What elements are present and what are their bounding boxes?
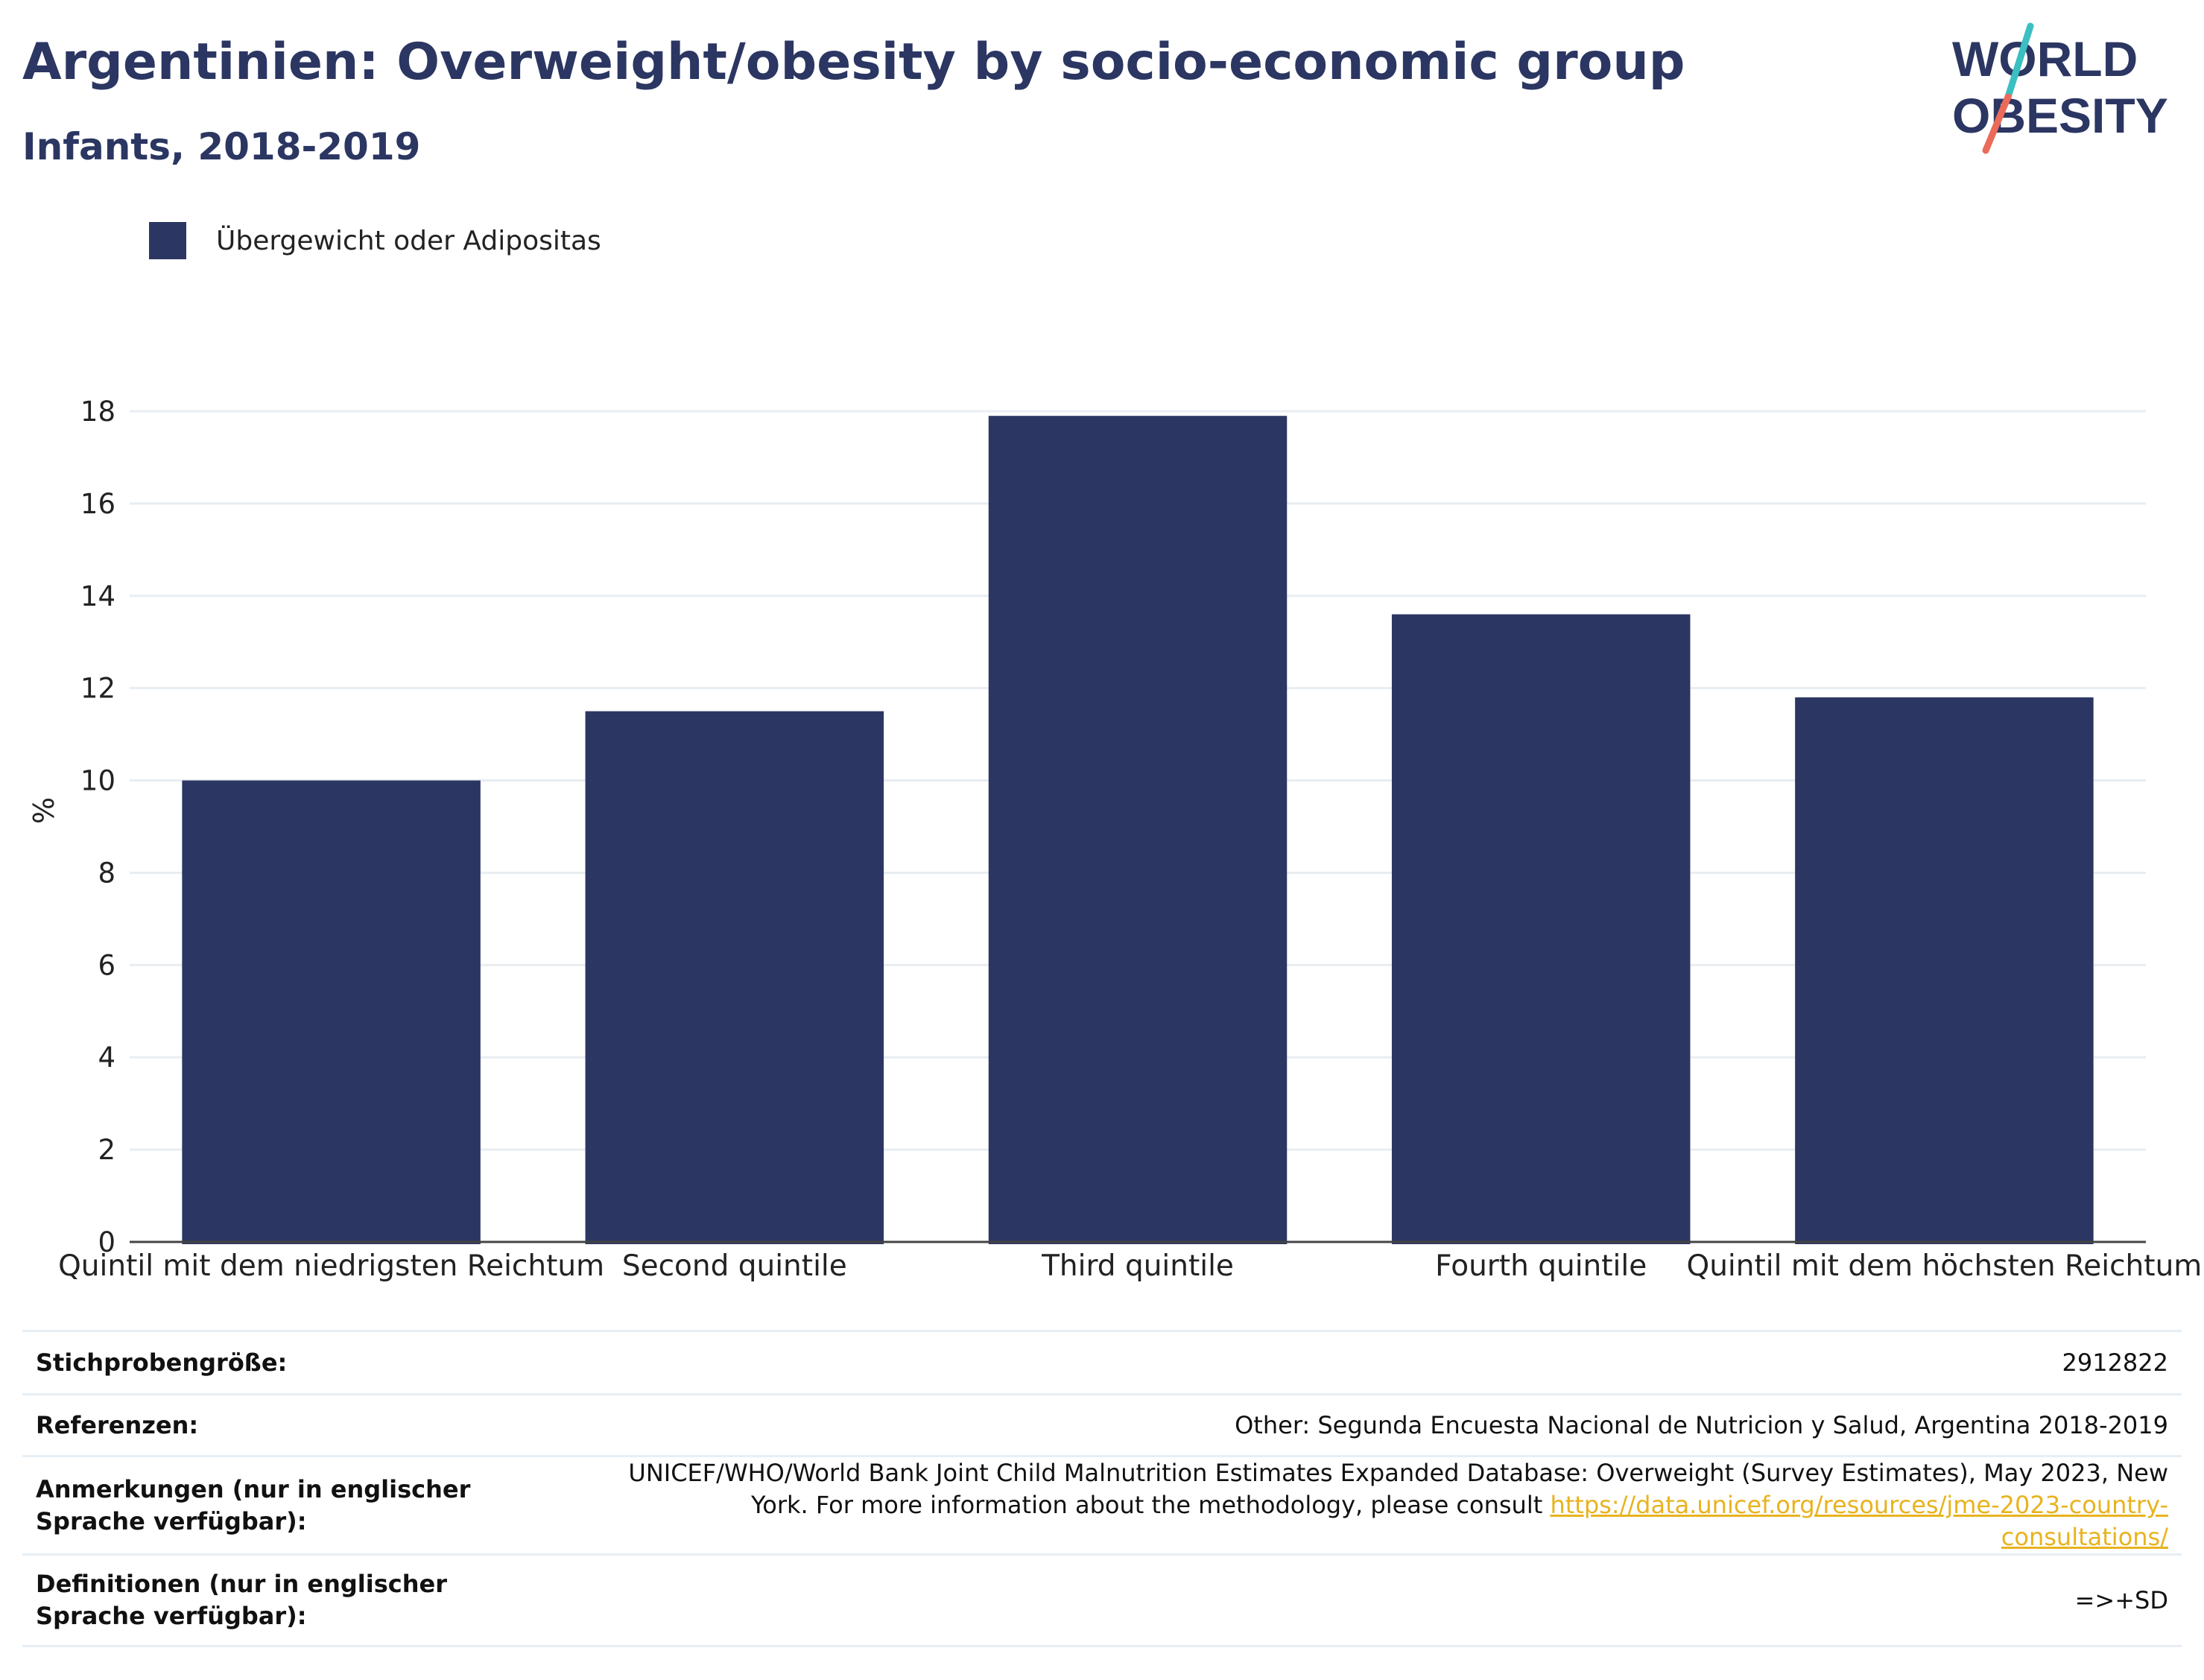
logo-text-world: WORLD bbox=[1952, 31, 2138, 86]
references-label: Referenzen: bbox=[22, 1393, 571, 1456]
bar bbox=[585, 711, 884, 1244]
logo-slash-bottom bbox=[1982, 93, 2012, 154]
y-tick-label: 2 bbox=[98, 1134, 115, 1166]
bar-chart: 0 2 4 6 8 10 12 14 16 18 Quintil mit dem niedrigs… bbox=[28, 396, 2202, 1283]
y-tick-label: 0 bbox=[98, 1226, 115, 1258]
x-tick-label: Quintil mit dem niedrigsten Reichtum bbox=[58, 1249, 604, 1283]
y-axis-label: % bbox=[28, 797, 60, 824]
definitions-label: Definitionen (nur in englischer Sprache … bbox=[22, 1553, 571, 1647]
x-axis-ticks: Quintil mit dem niedrigsten Reichtum Seco… bbox=[58, 1249, 2202, 1283]
notes-value: UNICEF/WHO/World Bank Joint Child Malnut… bbox=[628, 1459, 2168, 1519]
info-row-definitions: Definitionen (nur in englischer Sprache … bbox=[22, 1553, 2182, 1647]
y-tick-label: 18 bbox=[80, 396, 115, 428]
info-row-references: Referenzen: Other: Segunda Encuesta Naci… bbox=[22, 1393, 2182, 1456]
logo-slash-top bbox=[2004, 22, 2034, 101]
sample-size-label: Stichprobengröße: bbox=[22, 1330, 571, 1395]
x-tick-label: Quintil mit dem höchsten Reichtum bbox=[1687, 1249, 2203, 1283]
y-axis-ticks: 0 2 4 6 8 10 12 14 16 18 bbox=[80, 396, 115, 1258]
y-tick-label: 8 bbox=[98, 857, 115, 889]
x-tick-label: Third quintile bbox=[1041, 1249, 1234, 1283]
y-tick-label: 14 bbox=[80, 580, 115, 612]
notes-link[interactable]: https://data.unicef.org/resources/jme-20… bbox=[1550, 1491, 2168, 1551]
bar bbox=[988, 416, 1288, 1244]
y-tick-label: 10 bbox=[80, 765, 115, 797]
info-row-notes: Anmerkungen (nur in englischer Sprache v… bbox=[22, 1455, 2182, 1555]
y-tick-label: 12 bbox=[80, 673, 115, 705]
y-tick-label: 16 bbox=[80, 488, 115, 520]
bar bbox=[1795, 697, 2094, 1244]
notes-label: Anmerkungen (nur in englischer Sprache v… bbox=[22, 1455, 571, 1555]
info-table: Stichprobengröße: 2912822 Referenzen: Ot… bbox=[22, 1330, 2182, 1647]
references-value: Other: Segunda Encuesta Nacional de Nutr… bbox=[571, 1393, 2182, 1456]
legend-label: Übergewicht oder Adipositas bbox=[216, 225, 601, 256]
x-tick-label: Fourth quintile bbox=[1435, 1249, 1647, 1283]
y-tick-label: 6 bbox=[98, 949, 115, 981]
bars bbox=[182, 416, 2094, 1244]
world-obesity-logo: WORLD OBESITY bbox=[1952, 22, 2168, 154]
chart-subtitle: Infants, 2018-2019 bbox=[22, 125, 421, 168]
x-tick-label: Second quintile bbox=[622, 1249, 847, 1283]
notes-value-cell: UNICEF/WHO/World Bank Joint Child Malnut… bbox=[571, 1455, 2182, 1555]
info-row-sample-size: Stichprobengröße: 2912822 bbox=[22, 1330, 2182, 1395]
bar bbox=[182, 780, 481, 1244]
legend-swatch bbox=[149, 222, 186, 259]
logo-text-obesity: OBESITY bbox=[1952, 88, 2168, 143]
definitions-value: =>+SD bbox=[571, 1553, 2182, 1647]
legend: Übergewicht oder Adipositas bbox=[149, 222, 601, 259]
chart-title: Argentinien: Overweight/obesity by socio… bbox=[22, 33, 1685, 92]
bar bbox=[1391, 614, 1691, 1244]
y-tick-label: 4 bbox=[98, 1042, 115, 1074]
sample-size-value: 2912822 bbox=[571, 1330, 2182, 1395]
